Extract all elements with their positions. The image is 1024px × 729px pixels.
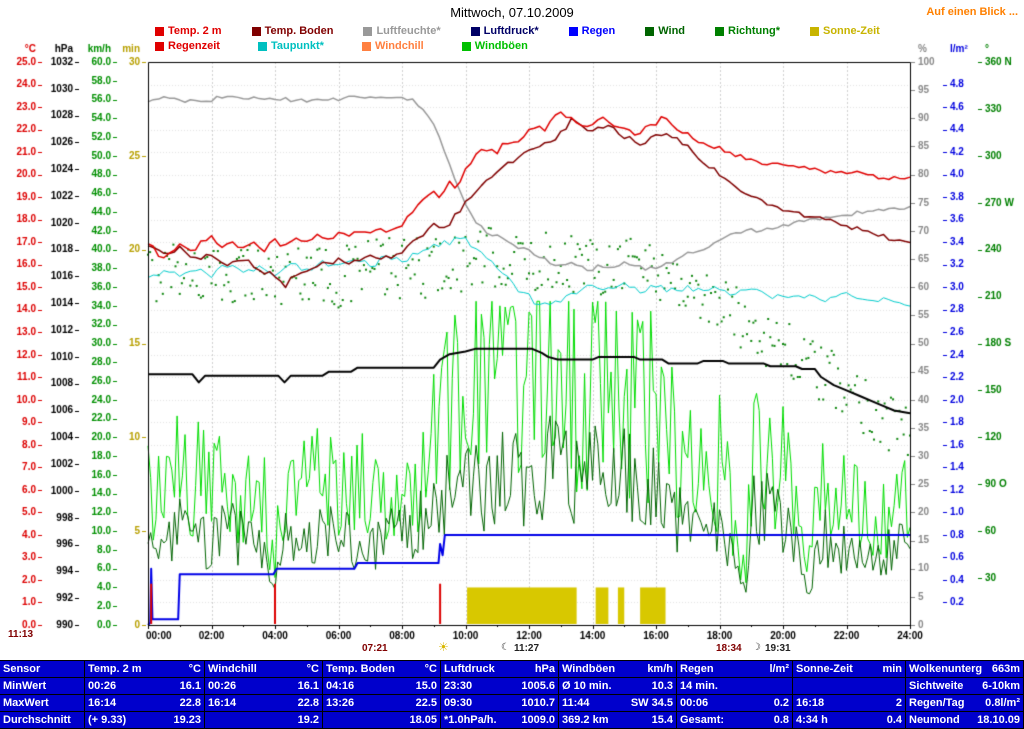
legend-item: Regen [568,25,616,37]
stats-cell: (+ 9.33) 19.23 [85,712,205,729]
legend-label: Taupunkt* [270,40,324,52]
stats-cell: 00:26 16.1 [85,678,205,695]
sunrise-time-label: 07:21 [362,643,388,654]
moonset-time-label: 11:27 [514,643,540,654]
legend-item: Temp. 2 m [155,25,222,37]
legend-swatch [257,41,267,51]
legend-item: Sonne-Zeit [809,25,880,37]
stats-row-header: Sensor [0,661,85,678]
legend-swatch [461,41,471,51]
legend-label: Sonne-Zeit [822,25,880,37]
legend-label: Regenzeit [168,40,220,52]
stats-cell: *1.0hPa/h. 1009.0 [441,712,559,729]
stats-row-header: Durchschnitt [0,712,85,729]
stats-cell [793,678,906,695]
moonset-icon: ☾ [501,642,510,653]
legend-item: Luftfeuchte* [363,25,441,37]
stats-cell: Ø 10 min. 10.3 [559,678,677,695]
stats-info-cell: Neumond 18.10.09 [906,712,1024,729]
stats-table: Sensor Temp. 2 m °C Windchill °C Temp. Boden °… [0,660,1024,729]
legend-swatch [361,41,371,51]
legend-swatch [251,26,261,36]
legend-label: Temp. Boden [264,25,334,37]
overview-link[interactable]: Auf einen Blick ... [926,6,1018,18]
legend-label: Temp. 2 m [168,25,222,37]
legend-row-2: Regenzeit Taupunkt* Windchill Windböen [155,40,528,52]
stats-header-cell: Luftdruck hPa [441,661,559,678]
stats-cell: 09:30 1010.7 [441,695,559,712]
stats-header-cell: Sonne-Zeit min [793,661,906,678]
stats-cell: 16:18 2 [793,695,906,712]
legend-swatch [715,26,725,36]
page-title: Mittwoch, 07.10.2009 [450,5,574,20]
stats-info-cell: Sichtweite 6-10km [906,678,1024,695]
legend-item: Taupunkt* [257,40,324,52]
stats-info-cell: Wolkenunterg 663m [906,661,1024,678]
legend-swatch [470,26,480,36]
legend-row-1: Temp. 2 m Temp. Boden Luftfeuchte* Luftdruc… [155,25,880,37]
legend-item: Windchill [361,40,424,52]
stats-header-cell: Temp. Boden °C [323,661,441,678]
legend-item: Richtung* [715,25,780,37]
legend-swatch [363,26,373,36]
stats-header-cell: Regen l/m² [677,661,793,678]
legend-item: Wind [645,25,685,37]
legend-swatch [155,41,164,51]
legend-label: Luftdruck* [483,25,539,37]
stats-header-cell: Windchill °C [205,661,323,678]
legend-swatch [155,26,164,36]
legend-item: Regenzeit [155,40,220,52]
stats-cell: 04:16 15.0 [323,678,441,695]
legend-item: Temp. Boden [251,25,334,37]
sun-icon: ☀ [438,640,449,654]
legend-label: Regen [581,25,616,37]
stats-cell: 14 min. [677,678,793,695]
legend-label: Luftfeuchte* [376,25,441,37]
stats-cell: 16:14 22.8 [85,695,205,712]
legend-item: Windböen [461,40,528,52]
stats-cell: 00:06 0.2 [677,695,793,712]
stats-cell: 11:44 SW 34.5 [559,695,677,712]
legend-item: Luftdruck* [470,25,539,37]
moonrise-icon: ☽ [752,642,761,653]
stats-cell: 13:26 22.5 [323,695,441,712]
legend-label: Windböen [474,40,528,52]
stats-info-cell: Regen/Tag 0.8l/m² [906,695,1024,712]
stats-row-header: MinWert [0,678,85,695]
stats-header-cell: Windböen km/h [559,661,677,678]
stats-cell: 19.2 [205,712,323,729]
stats-cell: 369.2 km 15.4 [559,712,677,729]
moonrise-time-label: 19:31 [765,643,791,654]
stats-cell: 00:26 16.1 [205,678,323,695]
legend-swatch [809,26,819,36]
stats-cell: Gesamt: 0.8 [677,712,793,729]
legend-swatch [568,26,578,36]
stats-row-header: MaxWert [0,695,85,712]
stats-cell: 23:30 1005.6 [441,678,559,695]
day-length-label: 11:13 [8,629,34,640]
legend-swatch [645,26,655,36]
legend-label: Richtung* [728,25,780,37]
legend-label: Windchill [374,40,424,52]
stats-cell: 4:34 h 0.4 [793,712,906,729]
stats-header-cell: Temp. 2 m °C [85,661,205,678]
weather-chart-canvas [0,0,1024,660]
stats-cell: 16:14 22.8 [205,695,323,712]
legend-label: Wind [658,25,686,37]
stats-cell: 18.05 [323,712,441,729]
sunset-time-label: 18:34 [716,643,742,654]
